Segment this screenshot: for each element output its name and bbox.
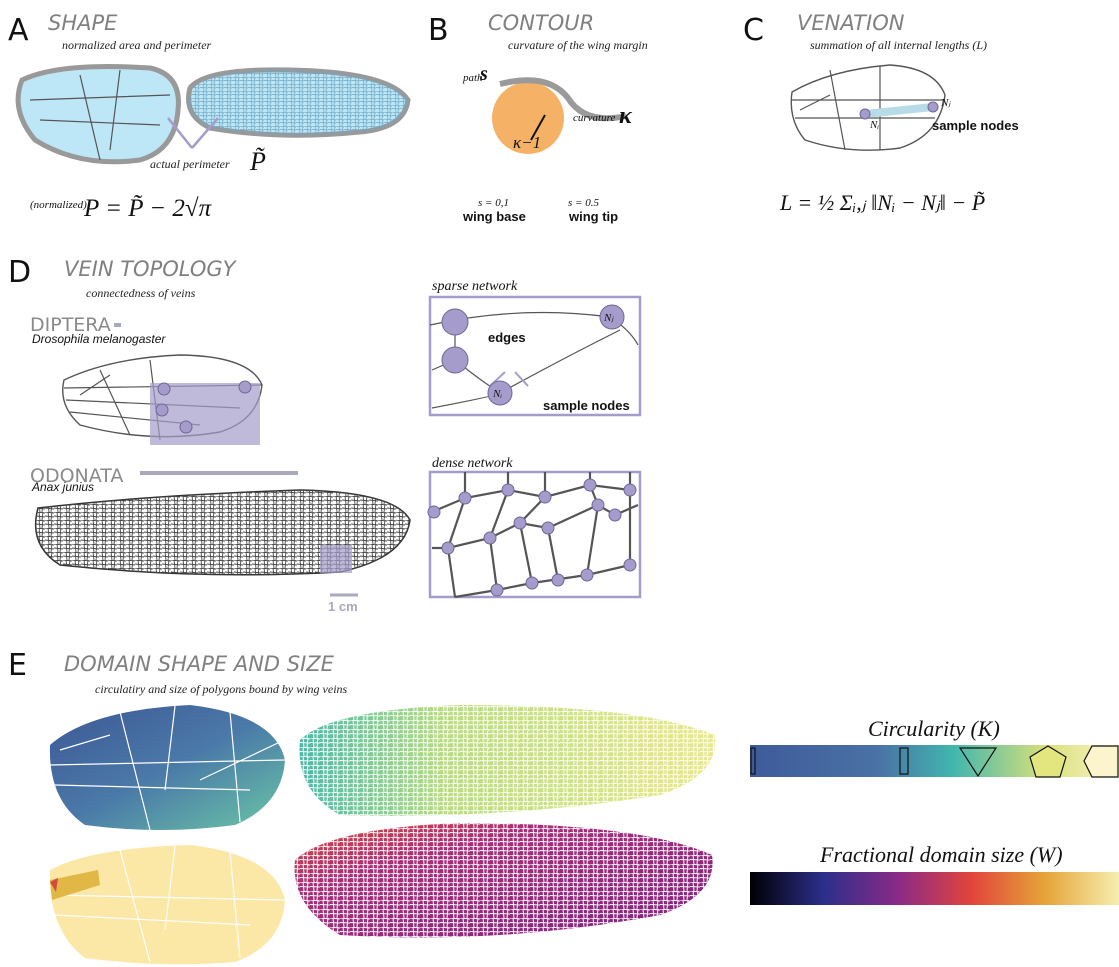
panel-title: SHAPE	[48, 11, 118, 35]
label: (normalized)	[30, 199, 87, 211]
box-title: sparse network	[432, 279, 518, 294]
label: s = 0.5	[568, 197, 599, 209]
label: Nⱼ	[940, 97, 951, 109]
panel-subtitle: circulatiry and size of polygons bound b…	[95, 682, 348, 696]
figure: A SHAPE normalized area and perimeter ac…	[0, 0, 1119, 967]
label: s = 0,1	[478, 197, 509, 209]
node	[158, 383, 170, 395]
panel-letter: A	[8, 13, 29, 48]
colorbar	[750, 872, 1119, 905]
scale-label: 1 cm	[328, 599, 358, 614]
label: Nᵢ	[869, 119, 879, 131]
formula: L = ½ Σᵢ,ⱼ ‖Nᵢ − Nⱼ‖ − P̃	[779, 190, 985, 215]
node	[239, 381, 251, 393]
node	[180, 421, 192, 433]
panel-title: VENATION	[797, 11, 905, 35]
label: wing tip	[568, 209, 618, 224]
label: sample nodes	[932, 118, 1019, 133]
label: edges	[488, 330, 526, 345]
symbol: κ	[619, 103, 633, 129]
formula: P = P̃ − 2√π	[83, 195, 213, 222]
node	[442, 309, 468, 335]
highlight	[320, 545, 352, 573]
panel-letter: E	[8, 648, 27, 683]
glyph	[1084, 746, 1118, 777]
panel-letter: B	[428, 13, 449, 48]
panel-letter: D	[8, 255, 31, 290]
label: actual perimeter	[150, 157, 230, 171]
panel-title: DOMAIN SHAPE AND SIZE	[64, 652, 335, 676]
label: Nᵢ	[492, 388, 502, 400]
colorbar-label: Circularity (K)	[868, 716, 1000, 741]
wing-cells	[300, 705, 716, 816]
panel-title: CONTOUR	[488, 11, 594, 35]
panel-letter: C	[743, 13, 764, 48]
species: Anax junius	[31, 480, 94, 494]
panel-title: VEIN TOPOLOGY	[64, 257, 238, 281]
wing-outline	[18, 67, 178, 162]
symbol: κ−1	[513, 133, 541, 152]
node	[860, 109, 870, 119]
panel-subtitle: summation of all internal lengths (L)	[810, 38, 987, 52]
species: Drosophila melanogaster	[32, 332, 166, 346]
label: wing base	[462, 209, 526, 224]
wing-cells	[36, 490, 410, 575]
symbol: P̃	[249, 147, 266, 176]
node	[442, 347, 468, 373]
panel-subtitle: normalized area and perimeter	[62, 38, 212, 52]
label: curvature	[573, 112, 615, 124]
label: sample nodes	[543, 398, 630, 413]
wing-cells	[295, 823, 713, 938]
symbol: s	[479, 63, 488, 85]
box-title: dense network	[432, 456, 513, 471]
colorbar-label: Fractional domain size (W)	[819, 842, 1063, 867]
node	[928, 102, 938, 112]
panel-subtitle: connectedness of veins	[86, 286, 196, 300]
panel-subtitle: curvature of the wing margin	[508, 38, 648, 52]
node	[156, 404, 168, 416]
label: Nⱼ	[603, 312, 614, 324]
